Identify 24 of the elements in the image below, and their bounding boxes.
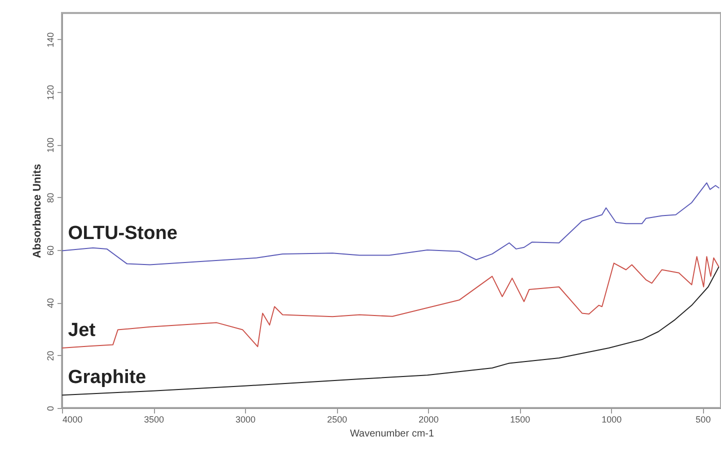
series-label: OLTU-Stone — [68, 222, 178, 244]
x-tick-label: 1500 — [510, 414, 530, 424]
y-tick-label: 0 — [46, 406, 56, 412]
series-label: Graphite — [68, 367, 146, 388]
y-tick-label: 20 — [46, 350, 56, 361]
line-series — [62, 256, 720, 348]
x-tick-label: 2000 — [418, 414, 439, 424]
line-series — [62, 182, 720, 266]
x-tick-label: 2500 — [327, 414, 348, 424]
series-label: Jet — [68, 320, 96, 341]
x-tick-label: 500 — [696, 414, 711, 424]
y-tick-label: 140 — [46, 32, 56, 48]
y-tick-label: 80 — [46, 192, 56, 203]
x-axis-title: Wavenumber cm-1 — [350, 428, 434, 440]
x-tick-label: 3000 — [236, 414, 256, 424]
y-tick-label: 60 — [46, 245, 56, 256]
x-tick-label: 1000 — [602, 414, 622, 424]
y-tick-label: 100 — [46, 138, 56, 153]
y-tick-label: 120 — [46, 84, 56, 100]
line-series — [62, 266, 720, 396]
x-tick-label: 3500 — [144, 414, 164, 424]
y-axis-title: Absorbance Units — [32, 164, 44, 258]
y-tick-label: 40 — [46, 298, 56, 308]
x-tick-label: 4000 — [62, 414, 83, 424]
